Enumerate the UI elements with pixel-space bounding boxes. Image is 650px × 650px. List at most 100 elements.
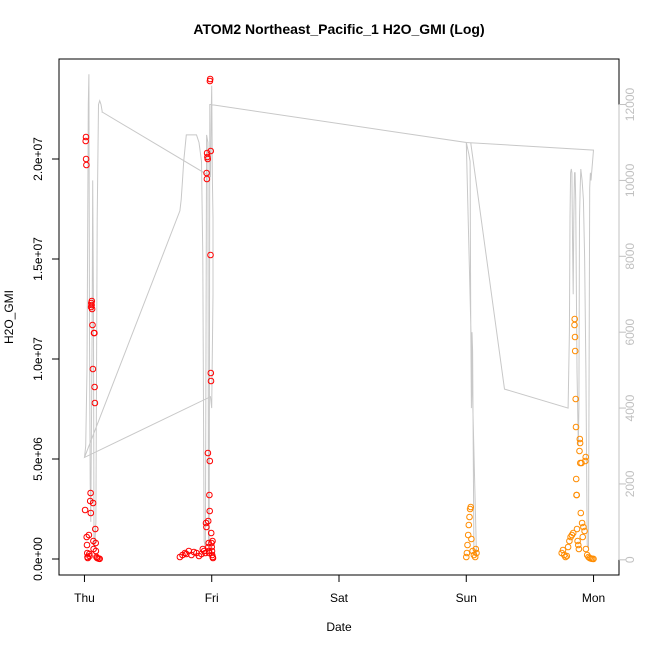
data-point-orange-17 [562, 553, 569, 561]
y2-tick-label-0: 0 [623, 556, 637, 563]
data-point-red-20 [88, 305, 96, 313]
data-point-orange-0 [463, 553, 470, 561]
data-point-red-79 [209, 554, 217, 562]
data-point-orange-48 [582, 453, 590, 461]
data-point-orange-46 [581, 527, 588, 535]
data-point-orange-38 [576, 435, 584, 443]
data-point-red-10 [85, 531, 93, 539]
x-tick-label-thu: Thu [74, 591, 95, 605]
y2-tick-label-4: 8000 [623, 243, 637, 270]
y2-axis: 0 2000 4000 6000 8000 10000 12000 [618, 87, 637, 563]
data-point-orange-33 [573, 525, 581, 533]
data-point-red-22 [89, 365, 97, 373]
data-point-orange-19 [564, 543, 572, 551]
data-point-red-5 [83, 533, 90, 541]
data-point-red-70 [207, 369, 215, 377]
data-point-red-36 [96, 555, 103, 563]
y-axis: 0.0e+00 5.0e+06 1.0e+07 1.5e+07 2.0e+07 [31, 137, 60, 581]
data-point-orange-2 [464, 541, 471, 549]
data-point-orange-36 [575, 545, 583, 553]
data-point-orange-55 [590, 555, 597, 563]
data-point-orange-3 [464, 531, 472, 539]
data-point-orange-34 [574, 537, 581, 545]
data-point-orange-25 [571, 315, 579, 323]
data-point-red-57 [204, 449, 212, 457]
data-point-red-51 [203, 523, 210, 531]
y-tick-label-0: 0.0e+00 [31, 537, 45, 581]
data-point-red-23 [89, 499, 97, 507]
data-point-red-68 [207, 251, 214, 259]
y-tick-label-3: 1.5e+07 [31, 237, 45, 281]
data-point-orange-1 [463, 549, 471, 557]
data-point-red-67 [206, 75, 214, 83]
y-axis-label: H2O_GMI [2, 290, 16, 344]
altitude-line-layer [83, 74, 595, 557]
data-point-orange-37 [576, 447, 583, 455]
data-point-red-33 [93, 553, 100, 561]
data-point-red-53 [203, 175, 211, 183]
data-point-red-31 [92, 539, 99, 547]
scatter-points-layer [81, 75, 597, 563]
data-point-orange-5 [466, 513, 473, 521]
data-point-red-39 [181, 549, 189, 557]
data-point-red-30 [92, 525, 99, 533]
data-point-red-1 [82, 137, 89, 145]
data-point-orange-26 [571, 333, 579, 341]
data-point-orange-43 [578, 519, 586, 527]
data-point-red-6 [83, 541, 91, 549]
y2-tick-label-2: 4000 [623, 394, 637, 421]
data-point-orange-12 [472, 545, 480, 553]
chart-title: ATOM2 Northeast_Pacific_1 H2O_GMI (Log) [193, 21, 484, 37]
data-point-red-14 [87, 489, 94, 497]
x-tick-label-sat: Sat [330, 591, 349, 605]
data-point-red-69 [207, 147, 214, 155]
data-point-orange-11 [471, 553, 479, 561]
y-tick-label-4: 2.0e+07 [31, 137, 45, 181]
data-point-orange-8 [468, 535, 475, 543]
y2-tick-label-3: 6000 [623, 319, 637, 346]
data-point-orange-30 [572, 475, 580, 483]
data-point-red-29 [91, 399, 99, 407]
data-point-orange-13 [473, 549, 480, 557]
data-point-orange-39 [576, 439, 584, 447]
data-point-orange-47 [582, 457, 589, 465]
x-tick-label-mon: Mon [582, 591, 605, 605]
x-axis: Thu Fri Sat Sun Mon [74, 574, 605, 605]
data-point-red-21 [89, 321, 96, 329]
data-point-orange-42 [578, 459, 585, 467]
data-point-orange-41 [577, 509, 585, 517]
x-tick-label-sun: Sun [456, 591, 477, 605]
data-point-orange-20 [566, 537, 573, 545]
data-point-orange-49 [582, 545, 590, 553]
data-point-orange-28 [572, 395, 580, 403]
altitude-line [83, 74, 595, 557]
y2-tick-label-6: 12000 [623, 87, 637, 121]
data-point-red-28 [91, 383, 98, 391]
data-point-orange-35 [575, 541, 582, 549]
data-point-red-56 [204, 155, 211, 163]
data-point-red-72 [207, 529, 215, 537]
data-point-red-64 [206, 507, 213, 515]
data-point-red-18 [88, 301, 95, 309]
data-point-orange-23 [569, 529, 577, 537]
data-point-orange-29 [572, 423, 580, 431]
data-point-red-15 [87, 509, 95, 517]
data-point-red-2 [82, 133, 90, 141]
data-point-red-0 [81, 506, 89, 514]
data-point-orange-7 [467, 503, 475, 511]
data-point-red-77 [209, 537, 216, 545]
data-point-red-4 [83, 161, 90, 169]
y2-tick-label-1: 2000 [623, 470, 637, 497]
data-point-red-63 [206, 491, 213, 499]
x-axis-label: Date [326, 620, 352, 634]
data-point-red-27 [91, 329, 98, 337]
y-tick-label-1: 5.0e+06 [31, 437, 45, 481]
data-point-orange-45 [580, 523, 587, 531]
data-point-red-9 [84, 554, 92, 562]
data-point-orange-44 [579, 533, 587, 541]
data-point-red-19 [88, 297, 96, 305]
data-point-orange-4 [465, 521, 473, 529]
data-point-red-12 [86, 552, 93, 560]
data-point-red-58 [204, 517, 212, 525]
